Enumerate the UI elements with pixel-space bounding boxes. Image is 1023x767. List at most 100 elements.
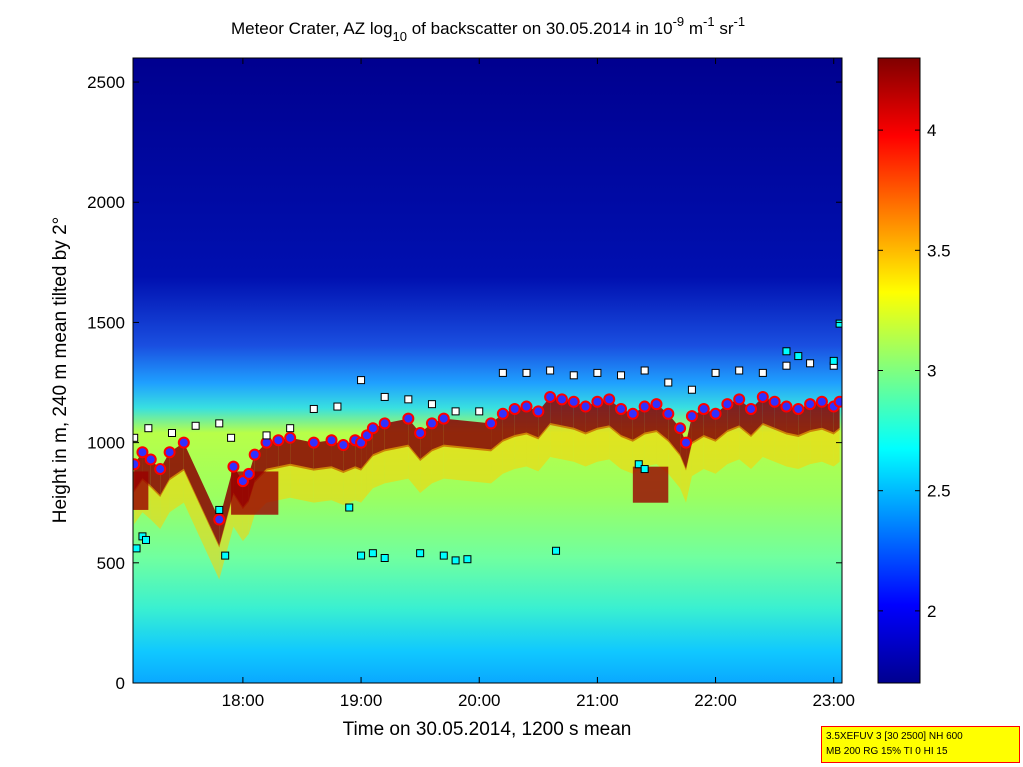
series-0-point	[745, 402, 758, 415]
layer-glow	[491, 439, 503, 484]
processing-info-box: 3.5XEFUV 3 [30 2500] NH 600 MB 200 RG 15…	[821, 726, 1020, 763]
layer-glow	[372, 449, 385, 489]
series-1-point	[735, 366, 744, 375]
series-0-point	[591, 395, 604, 408]
series-0-point	[508, 402, 521, 415]
series-0-point	[680, 436, 693, 449]
layer-glow	[786, 432, 799, 469]
layer-glow	[691, 434, 704, 477]
aerosol-patch	[133, 471, 149, 510]
series-0-point	[768, 395, 781, 408]
layer-glow	[169, 468, 184, 513]
layer-glow	[762, 422, 775, 462]
series-2-point	[345, 503, 354, 512]
series-0-point	[650, 398, 663, 411]
layer-glow	[526, 432, 539, 472]
series-0-point	[242, 467, 255, 480]
series-2-point	[357, 551, 366, 560]
series-2-point	[634, 460, 643, 469]
layer-band	[313, 440, 332, 471]
series-2-point	[782, 347, 791, 356]
series-0-point	[615, 402, 628, 415]
series-2-point	[380, 554, 389, 562]
layer-band	[408, 418, 421, 461]
series-0-point	[337, 439, 350, 452]
layer-glow	[150, 485, 161, 530]
series-2-point	[794, 352, 803, 361]
series-2-point	[451, 556, 460, 565]
layer-band	[290, 437, 314, 471]
series-0-point	[136, 446, 149, 459]
layer-glow	[361, 461, 367, 503]
layer-glow	[160, 478, 170, 530]
y-axis-label: Height in m, 240 m mean tilted by 2°	[50, 217, 71, 523]
layer-glow	[420, 449, 432, 493]
layer-glow	[443, 444, 492, 484]
series-2-point	[133, 544, 141, 553]
series-0-point	[815, 395, 828, 408]
series-0-point	[792, 402, 805, 415]
series-1-point	[357, 376, 366, 385]
series-1-point	[333, 402, 342, 411]
series-1-point	[144, 424, 153, 433]
layer-glow	[798, 430, 811, 469]
series-1-point	[593, 368, 602, 377]
aerosol-patch	[632, 466, 669, 503]
series-1-point	[546, 366, 555, 375]
layer-glow	[331, 466, 344, 506]
series-0-point	[402, 412, 415, 425]
series-1-point	[262, 431, 271, 440]
layer-glow	[384, 444, 409, 484]
colorbar-tick-label: 4	[927, 121, 936, 140]
info-line-2: MB 200 RG 15% TI 0 HI 15	[826, 746, 948, 757]
series-1-point	[215, 419, 224, 428]
layer-glow	[502, 434, 515, 474]
series-2-point	[416, 549, 425, 558]
marker-layer	[133, 319, 842, 565]
series-0-point	[579, 400, 592, 413]
layer-glow	[644, 430, 657, 467]
series-0-point	[163, 446, 176, 459]
series-0-point	[733, 393, 746, 406]
series-0-point	[833, 395, 842, 408]
layer-glow	[313, 466, 332, 503]
series-0-point	[555, 393, 568, 406]
layer-band	[668, 413, 681, 457]
layer-glow	[751, 422, 763, 469]
series-1-point	[451, 407, 460, 416]
series-0-point	[756, 390, 769, 403]
x-tick-label: 19:00	[340, 691, 383, 710]
layer-glow	[821, 427, 834, 467]
colorbar-tick-label: 3.5	[927, 241, 951, 260]
layer-glow	[680, 454, 687, 503]
series-1-point	[806, 359, 815, 368]
series-0-point	[685, 410, 698, 423]
series-1-point	[782, 361, 791, 370]
layer-band	[160, 452, 170, 498]
series-1-point	[640, 366, 649, 375]
info-line-1: 3.5XEFUV 3 [30 2500] NH 600	[826, 731, 963, 742]
series-0-point	[414, 427, 427, 439]
y-tick-label: 1000	[87, 434, 125, 453]
series-1-point	[687, 385, 696, 394]
layer-glow	[366, 454, 373, 496]
series-0-point	[780, 400, 793, 413]
series-1-point	[227, 433, 236, 442]
series-0-point	[697, 402, 710, 415]
series-1-point	[404, 395, 413, 404]
series-1-point	[309, 404, 318, 413]
x-tick-label: 23:00	[812, 691, 855, 710]
layer-glow	[609, 425, 622, 469]
layer-band	[183, 442, 220, 548]
series-0-point	[272, 434, 285, 447]
series-0-point	[626, 407, 639, 420]
series-2-point	[552, 546, 561, 555]
layer-glow	[538, 422, 551, 472]
series-1-point	[475, 407, 484, 416]
colorbar-ticks: 2 2.5 3 3.5 4	[878, 121, 951, 621]
series-0-point	[325, 434, 338, 447]
x-tick-label: 22:00	[694, 691, 737, 710]
series-0-point	[485, 417, 498, 430]
series-2-point	[640, 465, 649, 474]
series-0-point	[567, 395, 580, 408]
